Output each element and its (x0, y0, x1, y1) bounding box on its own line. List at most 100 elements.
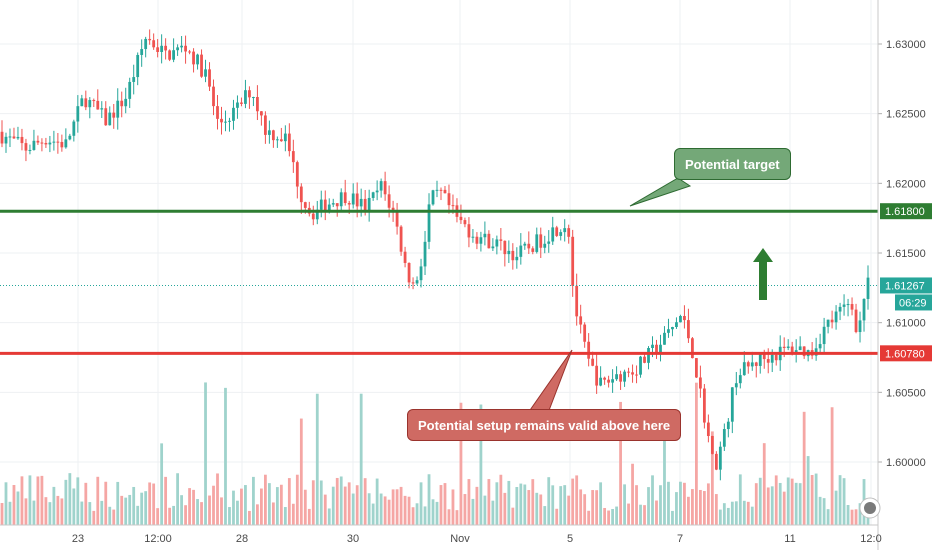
time-tick-label: 12:0 (860, 533, 881, 545)
volume-bar (619, 401, 622, 525)
candle-body (706, 422, 710, 437)
candle-body (88, 100, 92, 108)
candle-body (667, 329, 670, 333)
candle-body (108, 112, 112, 126)
volume-bar (303, 489, 307, 525)
current-price-label: 1.61267 (885, 280, 925, 292)
volume-bar (794, 482, 798, 525)
time-axis[interactable]: 23 12:00 28 30 Nov 5 7 11 12:0 (0, 524, 882, 545)
candle-body (750, 362, 754, 367)
volume-bar (854, 509, 858, 525)
volume-bar (60, 498, 64, 525)
time-tick-label: 12:00 (144, 533, 172, 545)
candle-body (204, 69, 207, 77)
volume-bar (287, 478, 291, 525)
candle-body (379, 181, 383, 191)
volume-bar (691, 489, 694, 525)
candle-body (124, 98, 128, 107)
candle-body (471, 236, 475, 238)
volume-bar (403, 495, 407, 525)
candle-body (236, 102, 239, 108)
volume-bar (92, 510, 96, 525)
volume-bar (778, 482, 782, 525)
candle-body (527, 243, 531, 249)
candle-body (212, 86, 215, 107)
candle-body (48, 142, 52, 145)
volume-bar (343, 486, 347, 525)
volume-bar (208, 495, 211, 525)
volume-bar (814, 473, 818, 525)
volume-bar (651, 475, 654, 525)
candle-body (818, 344, 822, 349)
volume-bar (347, 482, 351, 525)
volume-bar (623, 484, 626, 525)
candle-body (663, 332, 666, 345)
candle-body (84, 98, 88, 108)
candle-body (463, 220, 467, 225)
volume-bar (307, 508, 311, 525)
candle-body (367, 197, 371, 212)
candle-body (176, 47, 179, 51)
volume-bar (515, 487, 519, 525)
volume-bar (256, 504, 259, 525)
candle-body (547, 241, 551, 244)
volume-bar (742, 500, 746, 525)
candle-body (287, 133, 291, 152)
volume-bar (818, 496, 822, 525)
volume-bar (64, 479, 68, 525)
volume-bar (108, 506, 112, 525)
candle-body (283, 133, 287, 142)
candle-body (734, 383, 738, 388)
volume-bar (176, 473, 179, 525)
volume-bar (579, 489, 583, 525)
candle-body (371, 192, 375, 198)
volume-bar (431, 499, 435, 525)
candle-body (315, 209, 319, 220)
candle-body (675, 322, 678, 327)
candle-body (168, 50, 172, 60)
volume-bar (351, 493, 355, 525)
volume-bar (603, 507, 607, 525)
candle-body (351, 193, 355, 205)
candle-body (260, 111, 263, 116)
candle-body (782, 346, 786, 348)
volume-bar (543, 506, 547, 525)
candle-body (128, 81, 132, 99)
candle-body (435, 189, 439, 191)
price-tick-label: 1.60500 (886, 387, 926, 399)
volume-bar (168, 507, 172, 525)
candle-body (355, 193, 359, 207)
candle-body (483, 233, 487, 238)
candle-body (331, 203, 335, 205)
candle-body (543, 243, 547, 248)
potential-target-callout[interactable]: Potential target (674, 148, 791, 180)
volume-bar (411, 507, 415, 525)
time-tick-label: 28 (236, 533, 248, 545)
candle-body (491, 246, 495, 249)
candle-body (702, 388, 706, 423)
volume-bar (846, 505, 850, 525)
volume-bar (40, 475, 44, 525)
candle-body (519, 245, 523, 257)
volume-bar (806, 456, 810, 525)
candle-body (271, 130, 275, 141)
candle-body (407, 262, 411, 283)
volume-bar (798, 483, 802, 525)
volume-bar (200, 502, 203, 525)
volume-bar (52, 486, 56, 525)
volume-bar (379, 493, 383, 525)
candle-body (319, 199, 323, 210)
candle-body (16, 136, 20, 139)
price-tick-label: 1.60000 (886, 457, 926, 469)
price-tick-label: 1.62000 (886, 178, 926, 190)
price-tick-label: 1.61500 (886, 248, 926, 260)
volume-bar (822, 498, 826, 525)
volume-bar (20, 476, 24, 525)
candle-body (200, 54, 203, 77)
volume-bar (383, 496, 387, 525)
price-axis[interactable]: 1.63000 1.62500 1.62000 1.61500 1.61000 1.605… (859, 0, 926, 550)
volume-bar (583, 494, 587, 525)
candle-body (555, 227, 559, 236)
potential-setup-callout[interactable]: Potential setup remains valid above here (407, 409, 682, 441)
